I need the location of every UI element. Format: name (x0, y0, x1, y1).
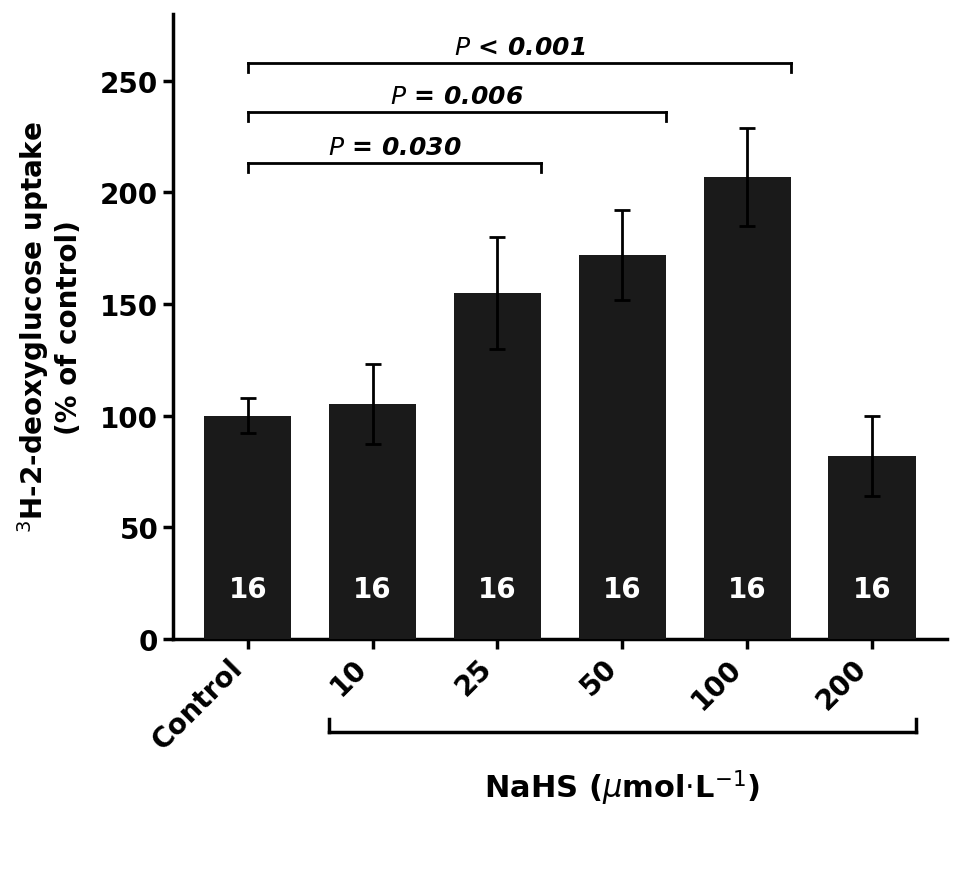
Text: 16: 16 (727, 575, 766, 603)
Bar (827, 456, 915, 638)
Text: $\it{P}$ = 0.006: $\it{P}$ = 0.006 (389, 84, 523, 109)
Text: $\it{P}$ = 0.030: $\it{P}$ = 0.030 (328, 136, 460, 160)
Text: 16: 16 (603, 575, 641, 603)
Text: NaHS ($\mu$mol$\cdot$L$^{-1}$): NaHS ($\mu$mol$\cdot$L$^{-1}$) (484, 768, 759, 808)
Bar (578, 255, 665, 638)
Y-axis label: $^{3}$H-2-deoxyglucose uptake
(% of control): $^{3}$H-2-deoxyglucose uptake (% of cont… (15, 121, 84, 532)
Text: 16: 16 (228, 575, 267, 603)
Bar (454, 294, 541, 638)
Text: 16: 16 (353, 575, 391, 603)
Text: 16: 16 (851, 575, 891, 603)
Text: $\it{P}$ < 0.001: $\it{P}$ < 0.001 (453, 36, 584, 60)
Bar (702, 178, 790, 638)
Bar (204, 416, 291, 638)
Text: 16: 16 (478, 575, 516, 603)
Bar (329, 405, 416, 638)
